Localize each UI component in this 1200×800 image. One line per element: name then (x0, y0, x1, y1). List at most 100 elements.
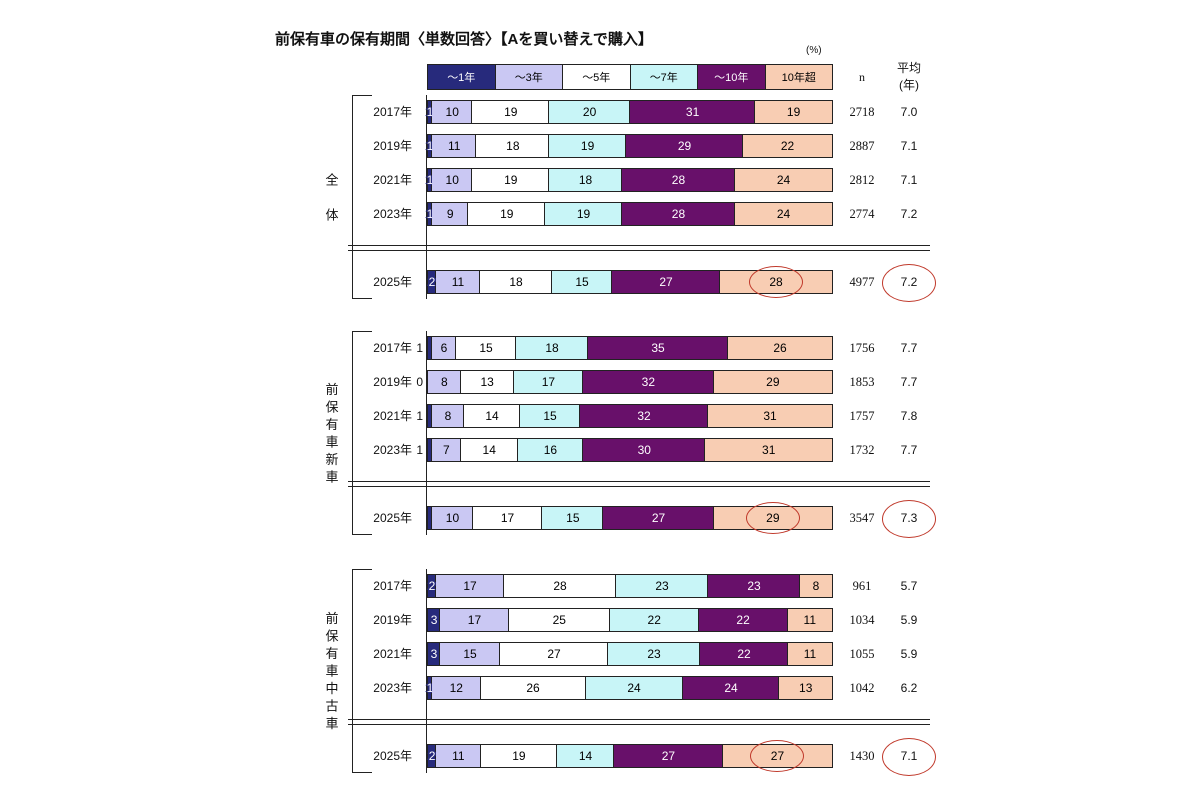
bar-segment (432, 439, 461, 461)
average-years-value: 7.1 (900, 173, 918, 187)
average-years-value: 7.2 (900, 207, 918, 221)
stacked-bar: 7 14 16 30 31 (427, 438, 833, 462)
segment-value-label: 32 (641, 375, 656, 389)
bar-segment (557, 745, 614, 767)
bar-segment (788, 643, 832, 665)
segment-value-label: 15 (543, 409, 557, 423)
stacked-bar: 1 10 19 18 28 24 (427, 168, 833, 192)
segment-value-label: 18 (578, 173, 593, 187)
segment-value-label: 26 (526, 681, 540, 695)
bar-segment (621, 203, 736, 225)
bar-segment (735, 203, 832, 225)
stacked-bar: 1 9 19 19 28 24 (427, 202, 833, 226)
segment-value-label: 20 (582, 105, 597, 119)
bar-segment (432, 135, 477, 157)
segment-value-label: 14 (482, 443, 496, 457)
segment-value-label: 24 (776, 173, 791, 187)
row-year-label: 2023年 (373, 207, 412, 221)
segment-value-label: 17 (541, 375, 556, 389)
bar-segment (428, 371, 461, 393)
segment-value-label: 11 (451, 275, 465, 289)
highlight-circle (745, 502, 800, 534)
bar-segment (743, 135, 832, 157)
group-label: 全体 (323, 173, 339, 243)
bar-segment (517, 439, 584, 461)
segment-value-label: 1 (416, 409, 423, 423)
bar-segment (428, 101, 433, 123)
bar-axis-line (426, 331, 427, 535)
average-years-value: 7.7 (900, 375, 918, 389)
bar-segment (460, 439, 518, 461)
sample-size-value: 1034 (849, 613, 875, 627)
legend-item: 10年超 (765, 65, 832, 89)
average-years-value: 7.1 (900, 139, 918, 153)
stacked-bar: 8 14 15 32 31 (427, 404, 833, 428)
bar-segment (476, 135, 550, 157)
segment-value-label: 19 (576, 207, 591, 221)
bar-segment (583, 371, 714, 393)
segment-value-label: 15 (575, 275, 589, 289)
segment-value-label: 7 (443, 443, 450, 457)
stacked-bar: 1 11 18 19 29 22 (427, 134, 833, 158)
bar-segment (428, 337, 432, 359)
average-years-value: 6.2 (900, 681, 918, 695)
double-separator-line (348, 719, 930, 725)
sample-size-value: 2774 (849, 207, 875, 221)
bar-segment (585, 677, 683, 699)
segment-value-label: 15 (566, 511, 580, 525)
segment-value-label: 32 (637, 409, 651, 423)
bar-segment (682, 677, 780, 699)
segment-value-label: 14 (578, 749, 593, 763)
segment-value-label: 27 (661, 749, 676, 763)
segment-value-label: 0 (416, 375, 423, 389)
segment-value-label: 1 (426, 105, 434, 119)
bar-segment (779, 677, 832, 699)
bar-segment (480, 745, 558, 767)
bar-segment (440, 643, 500, 665)
segment-value-label: 18 (506, 139, 520, 153)
segment-value-label: 35 (651, 341, 665, 355)
row-year-label: 2023年 (373, 681, 412, 695)
row-year-label: 2017年 (373, 105, 412, 119)
highlight-circle (750, 740, 805, 772)
sample-size-value: 2887 (849, 139, 875, 153)
legend-item: ～5年 (563, 65, 631, 89)
segment-value-label: 12 (449, 681, 463, 695)
sample-size-value: 1055 (849, 647, 875, 661)
segment-value-label: 17 (500, 511, 515, 525)
segment-value-label: 8 (812, 579, 820, 593)
bar-segment (472, 101, 550, 123)
row-year-label: 2017年 (373, 341, 412, 355)
segment-value-label: 8 (440, 375, 448, 389)
segment-value-label: 22 (736, 613, 750, 627)
bar-segment (468, 203, 546, 225)
segment-value-label: 19 (512, 749, 526, 763)
segment-value-label: 2 (428, 275, 436, 289)
legend-item: ～1年 (428, 65, 496, 89)
segment-value-label: 28 (553, 579, 567, 593)
bar-segment (432, 405, 464, 427)
bar-segment (708, 405, 832, 427)
bar-segment (500, 643, 608, 665)
row-year-label: 2019年 (373, 139, 412, 153)
row-year-label: 2021年 (373, 173, 412, 187)
segment-value-label: 1 (426, 681, 434, 695)
bar-segment (520, 405, 580, 427)
segment-value-label: 1 (426, 207, 434, 221)
bar-segment (436, 745, 481, 767)
row-year-label: 2019年 (373, 375, 412, 389)
segment-value-label: 23 (647, 647, 661, 661)
group-label: 前保有車新車 (323, 382, 339, 488)
segment-value-label: 27 (547, 647, 561, 661)
legend: ～1年 ～3年 ～5年 ～7年 ～10年 10年超 (427, 64, 833, 90)
row-year-label: 2025年 (373, 749, 412, 763)
legend-item: ～10年 (698, 65, 766, 89)
bar-segment (787, 609, 832, 631)
sample-size-value: 1757 (849, 409, 875, 423)
segment-value-label: 15 (463, 647, 477, 661)
sample-size-value: 1853 (849, 375, 875, 389)
segment-value-label: 19 (500, 207, 514, 221)
segment-value-label: 1 (416, 443, 423, 457)
average-years-value: 7.0 (900, 105, 918, 119)
segment-value-label: 8 (444, 409, 452, 423)
